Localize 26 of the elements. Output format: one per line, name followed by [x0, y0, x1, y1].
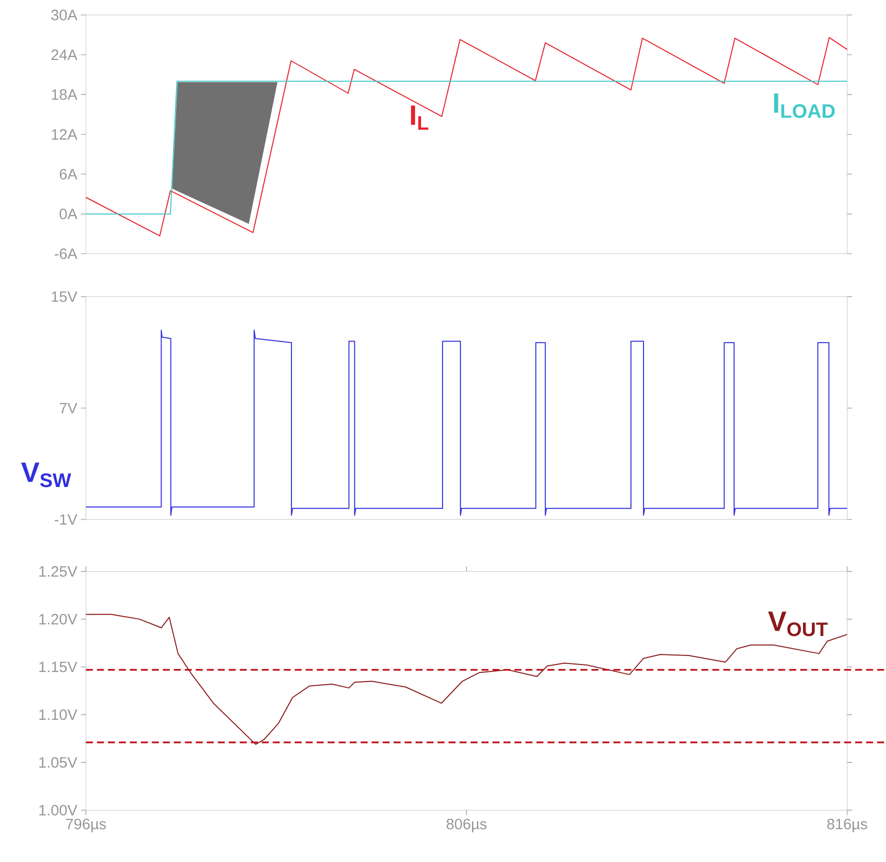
series-label: I$_{LOAD}$	[774, 93, 835, 118]
y-tick-label: 24A	[51, 49, 78, 60]
y-tick-label: -1V	[54, 514, 78, 525]
y-tick-label: 1.05V	[39, 757, 78, 768]
series-label: V$_{OUT}$	[768, 612, 828, 636]
y-tick-label: -6A	[54, 248, 78, 259]
x-tick-label: 816µs	[827, 818, 868, 832]
y-tick-label: 0A	[60, 208, 78, 220]
line-series	[85, 330, 848, 516]
y-tick-label: 12A	[52, 129, 78, 140]
y-tick-label: 1.15V	[39, 662, 78, 672]
y-tick-label: 7V	[60, 402, 78, 414]
line-series	[85, 36, 848, 236]
y-tick-label: 6A	[60, 168, 78, 180]
y-tick-label: 1.20V	[39, 614, 78, 624]
y-tick-label: 18A	[52, 89, 78, 100]
x-tick-label: 806µs	[446, 818, 487, 832]
series-label: V$_{SW}$	[21, 462, 72, 488]
x-tick-label: 796µs	[66, 818, 106, 832]
line-series	[85, 614, 848, 745]
y-tick-label: 1.00V	[39, 804, 78, 816]
y-tick-label: 1.10V	[39, 709, 78, 720]
y-tick-label: 1.25V	[39, 566, 78, 577]
series-label: I$_{L}$	[411, 106, 428, 130]
y-tick-label: 30A	[51, 10, 78, 20]
y-tick-label: 15V	[52, 291, 78, 302]
